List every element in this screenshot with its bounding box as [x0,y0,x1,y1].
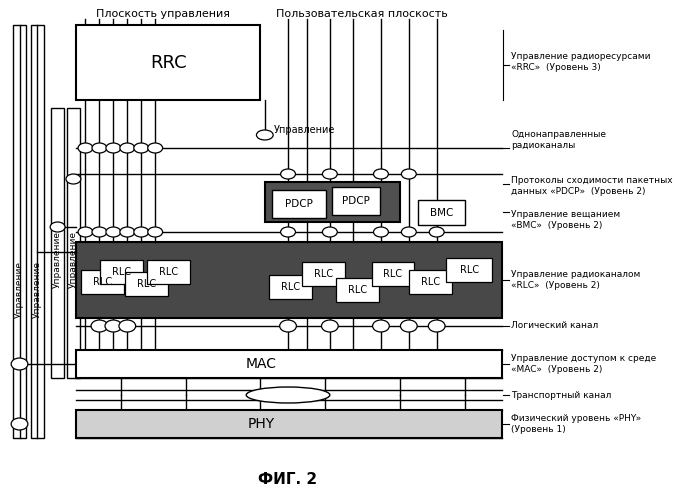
Bar [372,262,414,286]
Bar [446,258,493,282]
Bar [409,270,452,294]
Text: RLC: RLC [137,279,156,289]
Text: RLC: RLC [281,282,300,292]
Ellipse shape [134,143,149,153]
Text: RRC: RRC [150,54,186,72]
Ellipse shape [78,143,93,153]
Text: MAC: MAC [245,357,277,371]
Ellipse shape [322,320,338,332]
Text: RLC: RLC [459,265,479,275]
Bar [147,260,190,284]
Text: Плоскость управления: Плоскость управления [96,9,229,19]
Text: Однонаправленные
радиоканалы: Однонаправленные радиоканалы [511,130,606,150]
Ellipse shape [106,143,121,153]
Bar [125,272,168,296]
Bar [67,108,80,378]
Text: PHY: PHY [247,417,275,431]
Bar [100,260,143,284]
Ellipse shape [428,320,445,332]
Text: Управление: Управление [15,262,24,318]
Ellipse shape [400,320,417,332]
Ellipse shape [134,227,149,237]
Text: PDCP: PDCP [342,196,370,206]
Ellipse shape [66,174,81,184]
Text: Физический уровень «PHY»
(Уровень 1): Физический уровень «PHY» (Уровень 1) [511,414,641,434]
Bar [336,278,379,302]
Bar [51,108,64,378]
Text: ФИГ. 2: ФИГ. 2 [259,472,318,488]
Ellipse shape [148,143,163,153]
Text: RLC: RLC [92,277,112,287]
Text: Управление радиоканалом
«RLC»  (Уровень 2): Управление радиоканалом «RLC» (Уровень 2… [511,270,640,289]
Text: RLC: RLC [112,267,131,277]
Ellipse shape [430,227,444,237]
Ellipse shape [120,143,135,153]
Ellipse shape [106,227,121,237]
Text: RLC: RLC [348,285,367,295]
Bar [31,25,44,438]
Text: Управление доступом к среде
«MAC»  (Уровень 2): Управление доступом к среде «MAC» (Урове… [511,354,656,374]
Text: Транспортный канал: Транспортный канал [511,390,612,400]
Ellipse shape [281,169,295,179]
Text: Управление радиоресурсами
«RRC»  (Уровень 3): Управление радиоресурсами «RRC» (Уровень… [511,52,651,72]
Ellipse shape [92,143,107,153]
Ellipse shape [373,227,389,237]
Ellipse shape [373,169,389,179]
Bar [265,182,400,222]
Ellipse shape [120,227,135,237]
Bar [76,242,502,318]
Text: RLC: RLC [313,269,333,279]
Text: Управление вещанием
«BMC»  (Уровень 2): Управление вещанием «BMC» (Уровень 2) [511,210,620,230]
Ellipse shape [373,320,389,332]
Ellipse shape [402,227,416,237]
Ellipse shape [119,320,136,332]
Ellipse shape [92,227,107,237]
Ellipse shape [402,169,416,179]
Ellipse shape [11,358,28,370]
Ellipse shape [148,227,163,237]
Text: RLC: RLC [420,277,440,287]
Ellipse shape [11,418,28,430]
Text: Управление: Управление [33,262,42,318]
Text: PDCP: PDCP [285,199,313,209]
Bar [418,200,464,225]
Text: Логический канал: Логический канал [511,322,598,330]
Text: Управление: Управление [69,232,78,288]
Ellipse shape [105,320,122,332]
Text: BMC: BMC [430,208,453,218]
Bar [76,25,260,100]
Bar [13,25,26,438]
Ellipse shape [322,169,337,179]
Bar [76,350,502,378]
Bar [332,187,380,215]
Bar [272,190,326,218]
Text: RLC: RLC [158,267,178,277]
Text: Управление: Управление [274,125,336,135]
Ellipse shape [91,320,108,332]
Ellipse shape [78,227,93,237]
Ellipse shape [50,222,65,232]
Ellipse shape [246,387,330,403]
Bar [270,275,312,299]
Ellipse shape [256,130,273,140]
Text: RLC: RLC [384,269,402,279]
Bar [76,410,502,438]
Ellipse shape [279,320,296,332]
Bar [302,262,345,286]
Text: Управление: Управление [53,232,62,288]
Ellipse shape [281,227,295,237]
Text: Пользовательская плоскость: Пользовательская плоскость [277,9,448,19]
Text: Протоколы сходимости пакетных
данных «PDCP»  (Уровень 2): Протоколы сходимости пакетных данных «PD… [511,176,673,196]
Bar [81,270,124,294]
Ellipse shape [322,227,337,237]
